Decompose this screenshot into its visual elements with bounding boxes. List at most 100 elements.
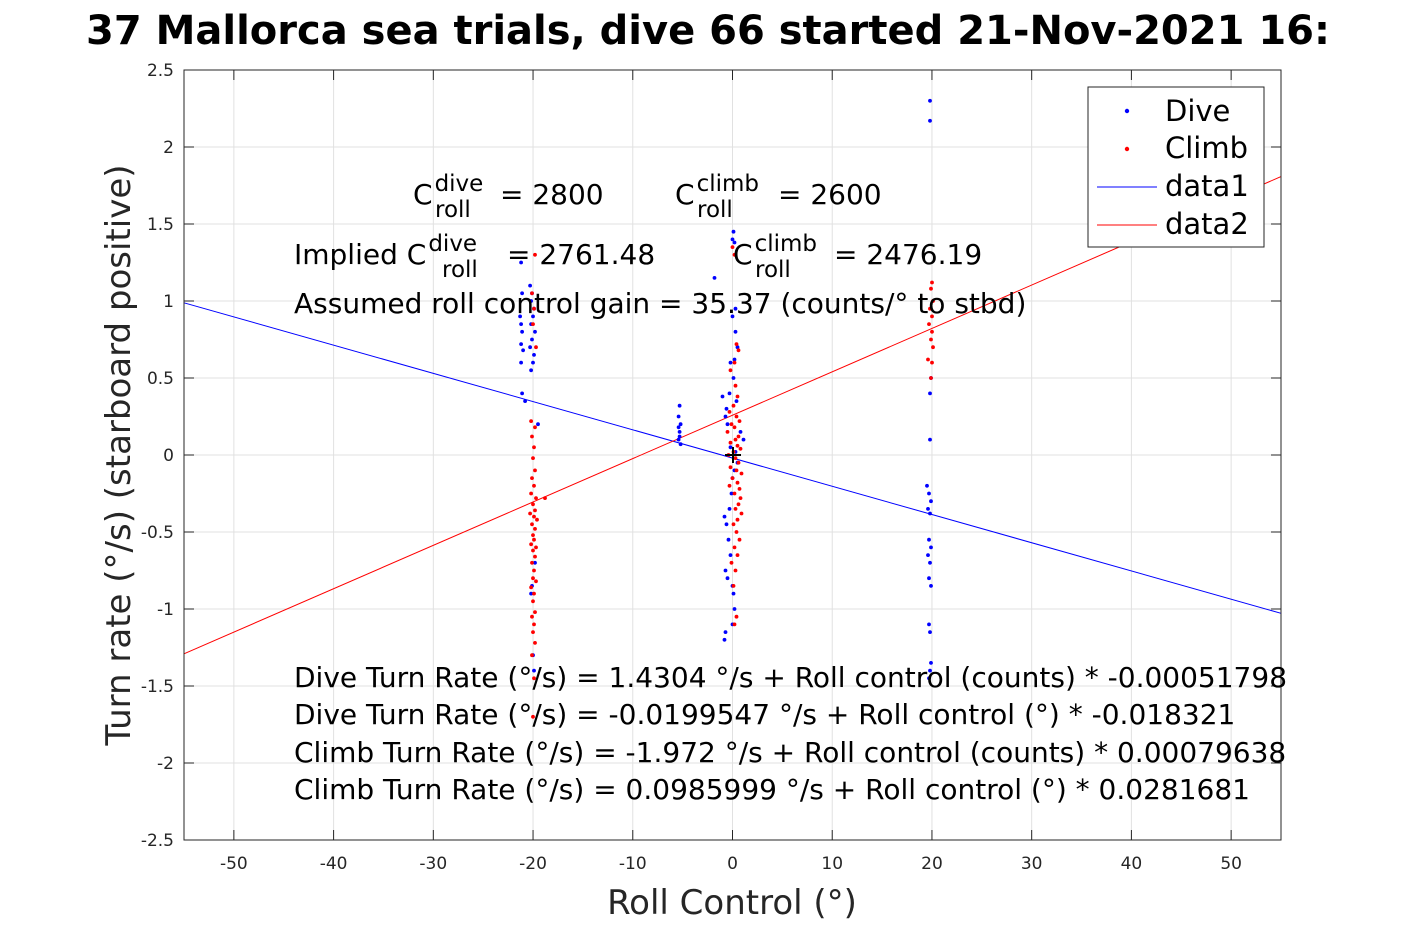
dive-point bbox=[929, 545, 933, 550]
climb-point bbox=[736, 434, 741, 439]
dive-point bbox=[925, 483, 929, 488]
climb-point bbox=[531, 630, 535, 634]
climb-point bbox=[532, 591, 536, 596]
dive-point bbox=[928, 630, 932, 634]
dive-point bbox=[519, 342, 523, 346]
x-axis-label: Roll Control (°) bbox=[607, 883, 857, 923]
climb-point bbox=[531, 533, 535, 537]
dive-point bbox=[726, 537, 731, 542]
dive-point bbox=[724, 522, 729, 527]
dive-point bbox=[722, 637, 727, 642]
dive-point bbox=[727, 507, 732, 511]
dive-point bbox=[722, 514, 727, 519]
dive-point bbox=[928, 98, 932, 103]
climb-point bbox=[732, 252, 737, 257]
climb-point bbox=[926, 357, 930, 362]
dive-point bbox=[929, 584, 933, 588]
dive-point bbox=[928, 391, 932, 396]
climb-point bbox=[533, 554, 537, 559]
dive-point bbox=[520, 291, 524, 296]
dive-point bbox=[529, 368, 533, 373]
climb-point bbox=[731, 403, 736, 408]
dive-point bbox=[929, 661, 933, 665]
climb-point bbox=[927, 322, 931, 326]
x-tick-label: 50 bbox=[1220, 854, 1242, 874]
dive-point bbox=[926, 507, 930, 511]
x-tick-label: 20 bbox=[921, 854, 943, 874]
dive-point bbox=[529, 299, 533, 303]
climb-point bbox=[532, 622, 536, 627]
climb-point bbox=[530, 476, 534, 480]
dive-point bbox=[521, 348, 525, 353]
climb-point bbox=[532, 306, 536, 311]
x-tick-label: 10 bbox=[821, 854, 843, 874]
climb-point bbox=[531, 322, 535, 326]
y-tick-label: 2 bbox=[163, 138, 174, 158]
dive-point bbox=[677, 430, 682, 434]
x-tick-label: 40 bbox=[1121, 854, 1143, 874]
y-tick-label: -0.5 bbox=[141, 523, 174, 543]
dive-point bbox=[532, 668, 536, 673]
x-tick-label: 30 bbox=[1021, 854, 1043, 874]
climb-point bbox=[728, 465, 733, 470]
climb-point bbox=[734, 468, 739, 473]
dive-point bbox=[723, 568, 728, 573]
climb-point bbox=[736, 502, 741, 507]
dive-rate-counts-annotation: Dive Turn Rate (°/s) = 1.4304 °/s + Roll… bbox=[294, 661, 1287, 694]
legend: Dive Climb data1 data2 bbox=[1087, 86, 1265, 248]
dive-point bbox=[676, 437, 681, 442]
x-tick-label: -20 bbox=[519, 854, 547, 874]
climb-point bbox=[735, 517, 740, 522]
dive-point bbox=[928, 560, 932, 565]
regression-annotations: Assumed roll control gain = 35.37 (count… bbox=[294, 287, 1287, 806]
climb-point bbox=[734, 530, 739, 534]
dive-point bbox=[731, 229, 736, 234]
dive-point bbox=[519, 322, 523, 326]
dive-point bbox=[528, 345, 532, 350]
dive-point bbox=[728, 360, 733, 365]
climb-point bbox=[534, 345, 538, 350]
coefficient-annotations: Cdive roll = 2800 Cclimb roll = 2600 Implied… bbox=[294, 171, 982, 283]
dive-point bbox=[928, 437, 932, 442]
c-roll-climb: Cclimb roll = 2600 bbox=[675, 171, 882, 223]
y-tick-label: -1 bbox=[157, 600, 174, 620]
climb-point bbox=[930, 360, 934, 365]
climb-point bbox=[733, 507, 738, 511]
climb-point bbox=[738, 446, 743, 451]
dive-point bbox=[529, 591, 533, 596]
climb-point bbox=[530, 522, 534, 527]
climb-point bbox=[530, 653, 534, 658]
climb-point bbox=[734, 342, 739, 346]
x-tick-label: -10 bbox=[619, 854, 647, 874]
dive-point bbox=[528, 283, 532, 288]
climb-point bbox=[733, 437, 738, 442]
dive-point bbox=[533, 560, 537, 565]
climb-point bbox=[734, 614, 739, 619]
climb-point bbox=[543, 496, 547, 500]
dive-point bbox=[518, 314, 522, 319]
implied-c-roll-dive: Implied Cdive roll = 2761.48 bbox=[294, 231, 655, 283]
dive-point bbox=[928, 668, 932, 673]
climb-point bbox=[732, 425, 737, 430]
dive-point bbox=[536, 422, 540, 427]
climb-point bbox=[530, 614, 534, 619]
dive-point bbox=[530, 337, 534, 342]
dive-point bbox=[725, 422, 730, 427]
climb-point bbox=[532, 483, 536, 488]
climb-point bbox=[728, 440, 733, 445]
dive-point bbox=[732, 240, 737, 245]
dive-point bbox=[712, 276, 717, 280]
dive-point bbox=[531, 314, 535, 319]
dive-point bbox=[723, 630, 728, 634]
climb-point bbox=[729, 560, 734, 565]
dive-point bbox=[738, 430, 743, 434]
climb-point bbox=[730, 245, 735, 250]
climb-point bbox=[533, 641, 537, 645]
climb-point bbox=[531, 714, 535, 719]
dive-point bbox=[729, 491, 734, 496]
x-tick-label: -30 bbox=[419, 854, 447, 874]
climb-point bbox=[732, 622, 737, 627]
dive-point bbox=[728, 445, 733, 450]
climb-point bbox=[739, 511, 744, 516]
